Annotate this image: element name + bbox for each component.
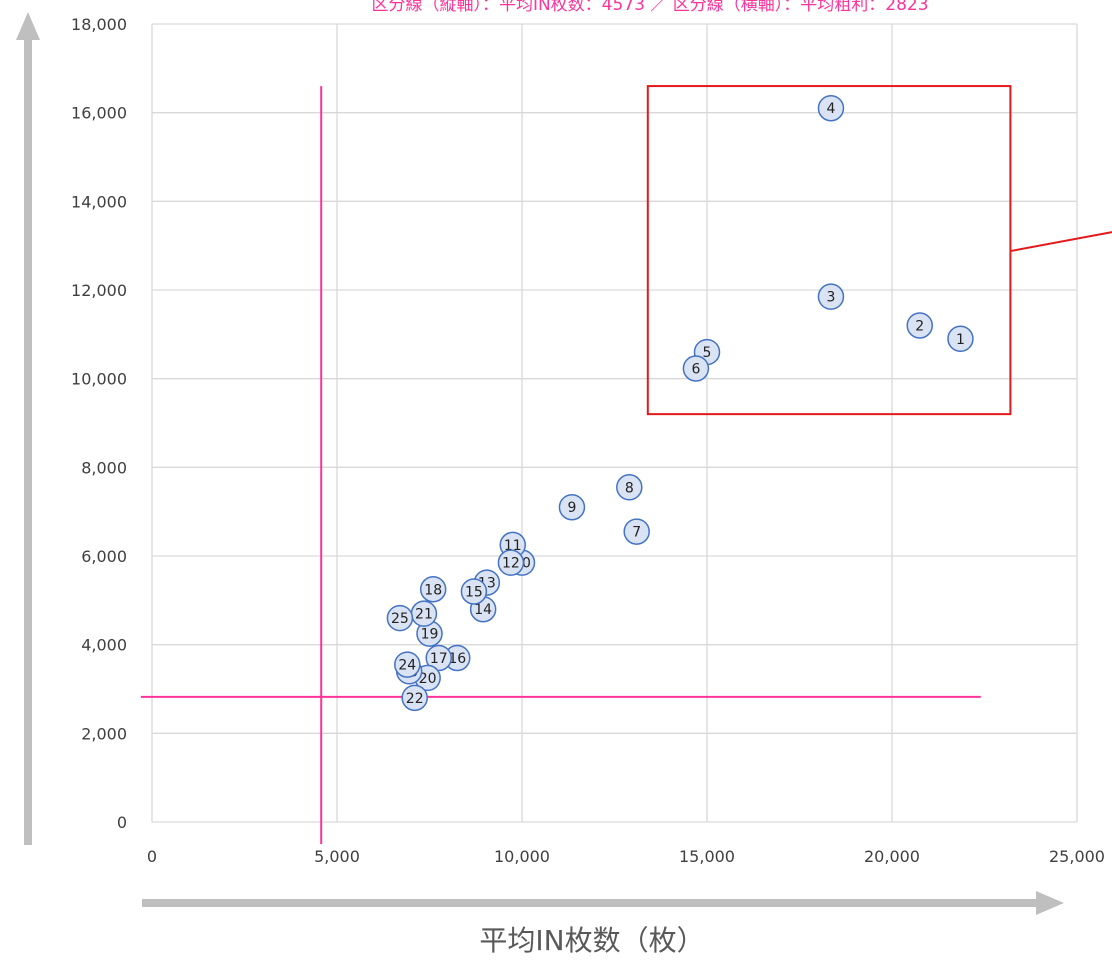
point-marker — [817, 283, 845, 310]
point-marker — [558, 493, 586, 521]
data-point: 18 — [419, 576, 447, 603]
point-label: 1 — [956, 332, 965, 348]
data-point: 1 — [947, 325, 974, 353]
x-tick-label: 10,000 — [494, 847, 550, 866]
x-tick-label: 25,000 — [1049, 847, 1105, 866]
point-marker — [394, 651, 421, 678]
point-label: 8 — [625, 480, 634, 496]
y-tick-label: 2,000 — [81, 724, 127, 743]
data-point: 12 — [497, 549, 525, 576]
data-point: 6 — [682, 355, 710, 382]
point-label: 14 — [474, 602, 492, 618]
divider-annotation: 区分線（縦軸）：平均IN枚数：4573 ／ 区分線（横軸）：平均粗利：2823 — [371, 0, 928, 15]
data-point: 19 — [416, 620, 443, 647]
data-point: 4 — [817, 94, 845, 122]
point-label: 25 — [391, 611, 409, 627]
data-point: 21 — [410, 600, 438, 627]
point-marker — [623, 518, 650, 545]
data-point: 2 — [906, 312, 933, 339]
data-point: 8 — [616, 474, 643, 501]
point-label: 9 — [567, 500, 576, 516]
x-tick-label: 0 — [147, 847, 157, 866]
data-point: 9 — [558, 493, 586, 521]
data-points: 1234567891011121314151617181920212223242… — [386, 94, 974, 712]
x-tick-label: 20,000 — [864, 847, 920, 866]
y-tick-label: 8,000 — [81, 458, 127, 477]
data-point: 3 — [817, 283, 845, 310]
point-marker — [947, 325, 974, 353]
point-label: 4 — [826, 101, 835, 117]
highlight-group — [646, 85, 1112, 416]
y-tick-label: 12,000 — [71, 281, 127, 300]
data-point: 25 — [386, 604, 414, 632]
point-marker — [425, 644, 452, 672]
x-axis-arrow-head — [1036, 891, 1064, 915]
point-label: 2 — [915, 318, 924, 334]
divider-lines — [140, 86, 981, 845]
highlight-pointer-line — [1010, 231, 1112, 253]
point-marker — [419, 576, 447, 603]
point-marker — [460, 578, 488, 605]
point-marker — [682, 355, 710, 382]
point-marker — [817, 94, 845, 122]
point-marker — [386, 604, 414, 632]
data-point: 24 — [394, 651, 421, 678]
point-marker — [497, 549, 525, 576]
point-marker — [616, 474, 643, 501]
point-label: 15 — [465, 584, 483, 600]
point-label: 21 — [415, 607, 433, 623]
y-axis-arrow-head — [16, 12, 40, 40]
point-label: 18 — [424, 582, 442, 598]
grid-lines — [151, 23, 1078, 823]
y-tick-label: 16,000 — [71, 104, 127, 123]
y-tick-label: 0 — [117, 813, 127, 832]
point-label: 5 — [703, 345, 712, 361]
point-label: 6 — [691, 361, 700, 377]
data-point: 7 — [623, 518, 650, 545]
point-label: 3 — [826, 290, 835, 306]
point-label: 20 — [419, 671, 437, 687]
y-tick-label: 18,000 — [71, 15, 127, 34]
x-axis-title: 平均IN枚数（枚） — [479, 924, 704, 957]
data-point: 22 — [401, 684, 428, 712]
point-marker — [401, 684, 428, 712]
axis-arrows — [16, 12, 1064, 915]
point-label: 7 — [632, 525, 641, 541]
point-label: 22 — [406, 691, 424, 707]
y-tick-label: 10,000 — [71, 370, 127, 389]
x-tick-label: 15,000 — [679, 847, 735, 866]
point-label: 19 — [421, 627, 439, 643]
data-point: 16 — [444, 644, 471, 672]
y-tick-label: 4,000 — [81, 636, 127, 655]
point-label: 17 — [430, 651, 448, 667]
point-marker — [906, 312, 933, 339]
data-point: 17 — [425, 644, 452, 672]
tick-labels: 0 2,000 4,000 6,000 8,000 10,000 12,000 14,000 1… — [71, 15, 1105, 866]
x-tick-label: 5,000 — [314, 847, 360, 866]
point-label: 16 — [448, 651, 466, 667]
data-point: 15 — [460, 578, 488, 605]
point-label: 12 — [502, 556, 520, 572]
point-label: 24 — [398, 658, 416, 674]
y-tick-label: 14,000 — [71, 192, 127, 211]
y-tick-label: 6,000 — [81, 547, 127, 566]
